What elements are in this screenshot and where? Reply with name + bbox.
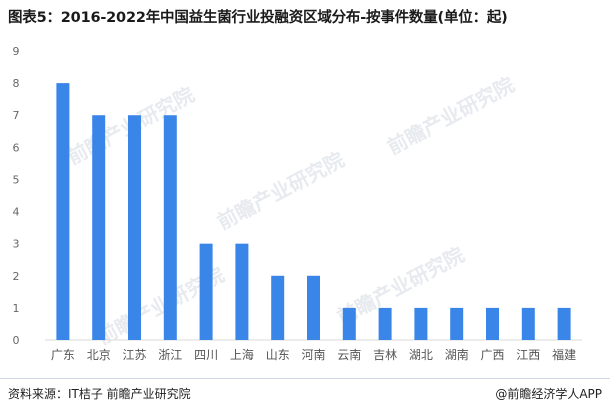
- y-tick-label: 2: [13, 270, 20, 283]
- y-tick-label: 6: [13, 141, 20, 154]
- bar-5: [199, 243, 213, 340]
- bar-12: [450, 307, 464, 340]
- y-tick-label: 4: [13, 206, 20, 219]
- y-tick-label: 1: [13, 302, 20, 315]
- bar-14: [521, 307, 535, 340]
- x-tick-label: 云南: [337, 347, 361, 362]
- x-tick-label: 福建: [552, 347, 576, 362]
- bar-13: [486, 307, 499, 340]
- x-tick-label: 上海: [230, 347, 254, 362]
- x-tick-label: 湖南: [445, 347, 469, 362]
- x-tick-label: 江西: [516, 348, 540, 362]
- bar-7: [271, 275, 285, 340]
- x-tick-label: 山东: [266, 348, 290, 362]
- x-tick-label: 四川: [194, 348, 218, 362]
- x-tick-label: 江苏: [122, 348, 146, 362]
- x-tick-label: 广西: [480, 348, 504, 362]
- chart-title: 图表5：2016-2022年中国益生菌行业投融资区域分布-按事件数量(单位：起): [8, 10, 508, 26]
- bar-10: [378, 307, 392, 340]
- y-tick-label: 0: [13, 334, 20, 347]
- y-tick-label: 7: [13, 109, 20, 122]
- x-tick-label: 湖北: [409, 347, 433, 362]
- bar-11: [414, 307, 428, 340]
- bar-6: [235, 243, 249, 340]
- source-note: 资料来源：IT桔子 前瞻产业研究院: [8, 387, 191, 401]
- x-tick-label: 吉林: [373, 348, 397, 362]
- credit-note: @前瞻经济学人APP: [495, 387, 602, 401]
- bar-15: [557, 307, 571, 340]
- bar-1: [56, 83, 70, 340]
- y-tick-label: 3: [13, 238, 20, 251]
- bar-2: [92, 115, 106, 340]
- x-tick-label: 北京: [87, 348, 111, 362]
- y-tick-label: 5: [13, 173, 20, 186]
- bar-9: [342, 307, 356, 340]
- y-tick-label: 8: [13, 77, 20, 90]
- footer-divider: [0, 378, 610, 379]
- bar-8: [307, 275, 320, 340]
- x-tick-label: 浙江: [158, 348, 182, 362]
- x-tick-label: 河南: [301, 347, 325, 362]
- x-tick-label: 广东: [51, 348, 75, 362]
- bar-3: [128, 115, 141, 340]
- y-tick-label: 9: [13, 45, 20, 58]
- bar-4: [163, 115, 177, 340]
